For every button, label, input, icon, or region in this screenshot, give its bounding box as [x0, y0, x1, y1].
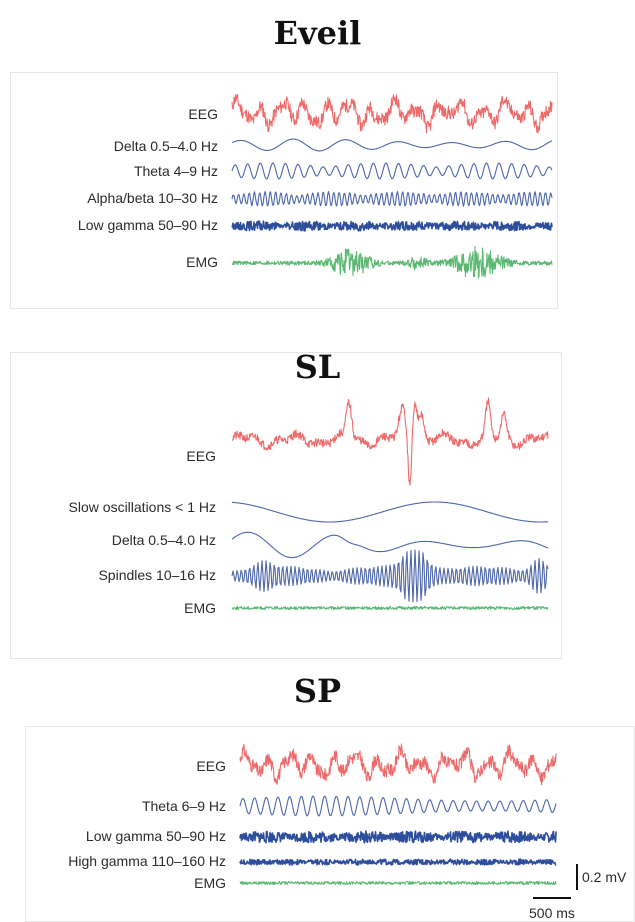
delta-band-trace-icon	[231, 138, 553, 152]
trace-label-sl-delta: Delta 0.5–4.0 Hz	[112, 532, 216, 548]
trace-label-sl-spindles: Spindles 10–16 Hz	[98, 567, 216, 583]
panel-title-sp: SP	[293, 672, 342, 710]
panel-title-sl: SL	[294, 348, 341, 386]
eeg-trace-icon	[231, 93, 553, 134]
trace-label-eveil-alphabeta: Alpha/beta 10–30 Hz	[87, 190, 218, 206]
theta-band-trace-icon	[231, 162, 553, 180]
trace-label-sp-highgamma: High gamma 110–160 Hz	[68, 853, 226, 869]
spindle-band-trace-icon	[231, 549, 549, 603]
low-gamma-band-trace-icon	[231, 220, 553, 232]
high-gamma-band-trace-icon	[239, 858, 557, 866]
slow-oscillation-trace-icon	[231, 501, 549, 523]
emg-trace-icon	[231, 245, 553, 279]
trace-label-eveil-delta: Delta 0.5–4.0 Hz	[114, 138, 218, 154]
trace-label-sl-slow: Slow oscillations < 1 Hz	[69, 499, 216, 515]
scale-bar-time-label: 500 ms	[529, 905, 575, 921]
panel-title-eveil: Eveil	[273, 14, 362, 52]
eeg-trace-icon	[239, 743, 557, 786]
trace-label-eveil-eeg: EEG	[188, 106, 218, 122]
scale-bar-voltage-label: 0.2 mV	[582, 869, 627, 885]
scale-bar: 0.2 mV 500 ms	[529, 864, 627, 921]
theta-band-trace-icon	[239, 795, 557, 817]
eeg-trace-icon	[231, 397, 549, 486]
emg-trace-icon	[239, 880, 557, 886]
alpha-beta-band-trace-icon	[231, 190, 553, 207]
emg-trace-icon	[231, 605, 549, 611]
trace-label-sl-emg: EMG	[184, 600, 216, 616]
low-gamma-band-trace-icon	[239, 830, 557, 844]
trace-label-eveil-theta: Theta 4–9 Hz	[134, 163, 218, 179]
trace-label-sl-eeg: EEG	[186, 448, 216, 464]
trace-label-sp-emg: EMG	[194, 875, 226, 891]
trace-label-sp-theta: Theta 6–9 Hz	[142, 798, 226, 814]
trace-label-eveil-emg: EMG	[186, 254, 218, 270]
trace-label-eveil-lowgamma: Low gamma 50–90 Hz	[78, 217, 218, 233]
trace-label-sp-lowgamma: Low gamma 50–90 Hz	[86, 828, 226, 844]
delta-band-trace-icon	[231, 531, 549, 559]
trace-label-sp-eeg: EEG	[196, 758, 226, 774]
